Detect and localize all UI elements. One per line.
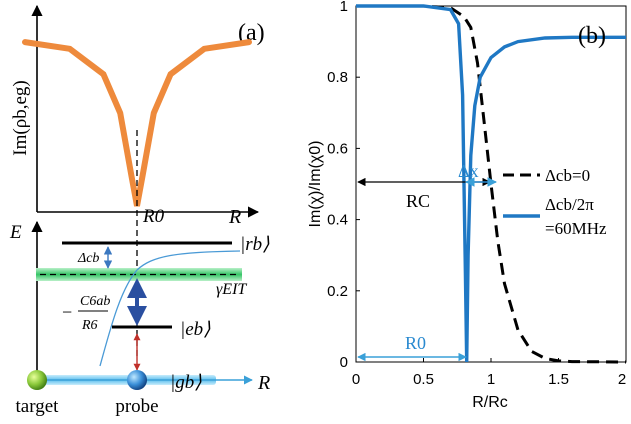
- panel-a-xlabel: R: [228, 206, 241, 228]
- detuning-label: Δcb: [77, 251, 99, 266]
- eit-band: [36, 268, 242, 281]
- ground-level-label: |gb⟩: [170, 372, 202, 393]
- target-atom: [27, 370, 47, 390]
- series-line-delta-zero: [356, 4, 627, 364]
- y-tick-label: 0: [340, 354, 348, 371]
- level-diagram: E |rb⟩ γEIT Δcb |eb⟩ − C6ab R6 |gb⟩ R ta…: [9, 220, 270, 417]
- x-tick-label: 0.5: [413, 371, 434, 388]
- y-tick-label: 0.6: [327, 140, 348, 157]
- level-shift-curve: [99, 250, 241, 367]
- x-tick-label: 1.5: [548, 371, 569, 388]
- r0-label: R0: [405, 333, 426, 353]
- legend-label-delta-zero: Δcb=0: [545, 166, 590, 185]
- eit-label: γEIT: [216, 281, 247, 298]
- panel-a-x-marker: R0: [142, 206, 165, 227]
- panel-b-ylabel: Im(χ)/Im(χ0): [307, 141, 324, 228]
- interaction-denominator: R6: [81, 318, 98, 333]
- panel-a-ylabel: Im(ρb,eg): [10, 80, 31, 155]
- x-tick-label: 0: [352, 371, 360, 388]
- delta-x-label: Δx: [458, 161, 479, 181]
- x-tick-label: 1: [487, 371, 495, 388]
- y-tick-label: 0.4: [327, 212, 348, 229]
- panel-a-plot: Im(ρb,eg) (a) R0 R: [10, 4, 265, 360]
- rydberg-level-label: |rb⟩: [240, 234, 270, 255]
- x-tick-label: 2: [618, 371, 626, 388]
- y-tick-label: 0.8: [327, 69, 348, 86]
- rc-label: RC: [406, 191, 430, 211]
- panel-b-ticks: 0 0.5 1 1.5 2 0 0.2 0.4 0.6 0.8 1: [327, 0, 627, 388]
- legend-label-delta-60mhz: Δcb/2π =60MHz: [545, 195, 607, 238]
- interaction-numerator: C6ab: [80, 294, 110, 309]
- y-tick-label: 1: [340, 0, 348, 15]
- probe-atom: [127, 370, 147, 390]
- panel-b-label: (b): [578, 23, 606, 49]
- panel-b-xlabel: R/Rc: [472, 394, 508, 411]
- probe-label: probe: [115, 396, 158, 417]
- energy-axis-label: E: [9, 222, 22, 243]
- legend: Δcb=0 Δcb/2π =60MHz: [503, 166, 607, 238]
- excited-level-label: |eb⟩: [180, 319, 211, 340]
- y-tick-label: 0.2: [327, 283, 348, 300]
- target-label: target: [16, 396, 60, 417]
- interaction-prefix: −: [62, 302, 72, 322]
- panel-b-plot: 0 0.5 1 1.5 2 0 0.2 0.4 0.6 0.8 1 Im(χ)/Im(χ0) R/R…: [307, 0, 627, 411]
- distance-axis-label: R: [257, 372, 270, 394]
- series-line-delta-60mhz: [356, 4, 626, 363]
